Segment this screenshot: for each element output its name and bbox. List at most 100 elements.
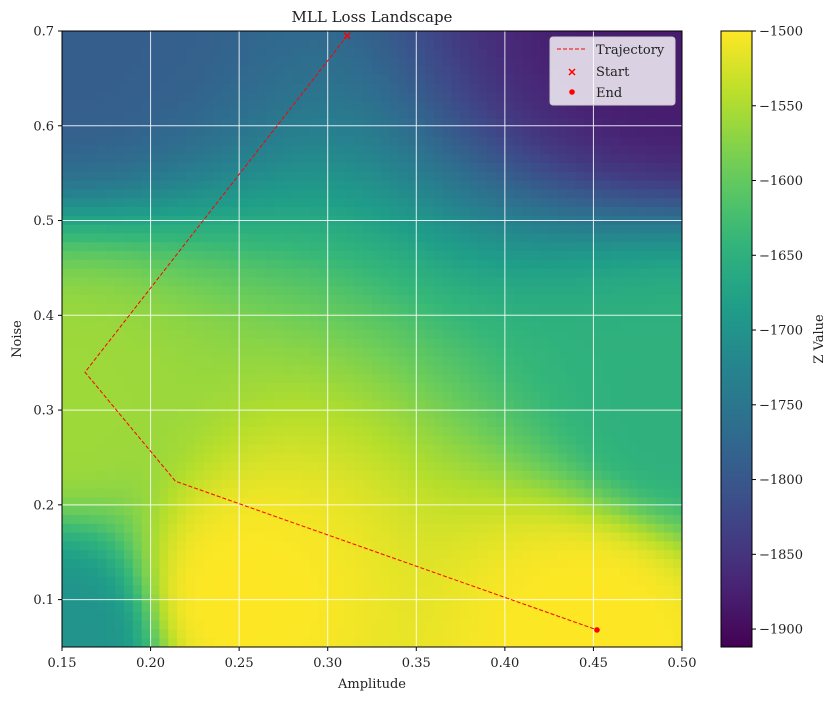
- heatmap-cell: [469, 277, 479, 287]
- heatmap-cell: [327, 594, 338, 604]
- heatmap-cell: [79, 603, 90, 613]
- heatmap-cell: [575, 31, 586, 41]
- heatmap-cell: [106, 365, 116, 375]
- heatmap-cell: [655, 356, 665, 366]
- heatmap-cell: [301, 31, 311, 41]
- heatmap-cell: [150, 31, 161, 41]
- heatmap-cell: [628, 427, 639, 437]
- heatmap-cell: [292, 365, 302, 375]
- heatmap-cell: [212, 339, 223, 349]
- heatmap-cell: [416, 356, 426, 366]
- heatmap-cell: [212, 532, 223, 542]
- heatmap-cell: [363, 339, 373, 349]
- heatmap-cell: [150, 154, 161, 164]
- heatmap-cell: [655, 427, 665, 437]
- heatmap-cell: [248, 400, 258, 410]
- heatmap-cell: [451, 101, 462, 111]
- heatmap-cell: [327, 180, 338, 190]
- heatmap-cell: [318, 418, 329, 428]
- heatmap-cell: [159, 154, 169, 164]
- heatmap-cell: [97, 119, 107, 129]
- heatmap-cell: [398, 295, 409, 305]
- x-tick-label: 0.25: [225, 656, 254, 671]
- heatmap-cell: [283, 119, 293, 129]
- heatmap-cell: [487, 435, 497, 446]
- heatmap-cell: [487, 136, 497, 146]
- heatmap-cell: [380, 435, 391, 446]
- heatmap-cell: [504, 541, 515, 551]
- heatmap-cell: [177, 523, 187, 534]
- heatmap-cell: [531, 92, 541, 102]
- heatmap-cell: [159, 259, 169, 270]
- heatmap-cell: [442, 39, 453, 50]
- heatmap-cell: [611, 497, 621, 507]
- heatmap-cell: [221, 57, 231, 67]
- heatmap-cell: [88, 110, 99, 120]
- heatmap-cell: [70, 541, 81, 551]
- heatmap-cell: [646, 180, 657, 190]
- heatmap-cell: [380, 462, 391, 472]
- heatmap-cell: [531, 585, 541, 595]
- heatmap-cell: [655, 594, 665, 604]
- heatmap-cell: [566, 638, 577, 647]
- heatmap-cell: [637, 523, 648, 534]
- heatmap-cell: [434, 207, 444, 217]
- heatmap-cell: [434, 339, 444, 349]
- heatmap-cell: [168, 435, 178, 446]
- heatmap-cell: [106, 127, 116, 138]
- heatmap-cell: [425, 145, 435, 155]
- heatmap-cell: [106, 629, 116, 639]
- heatmap-cell: [327, 189, 338, 199]
- heatmap-cell: [62, 303, 72, 314]
- heatmap-cell: [531, 400, 541, 410]
- heatmap-cell: [575, 427, 586, 437]
- heatmap-cell: [194, 339, 205, 349]
- heatmap-cell: [655, 585, 665, 595]
- heatmap-cell: [575, 347, 586, 358]
- heatmap-cell: [212, 365, 223, 375]
- heatmap-cell: [540, 365, 550, 375]
- heatmap-cell: [389, 110, 400, 120]
- heatmap-cell: [230, 550, 240, 560]
- heatmap-cell: [274, 259, 285, 270]
- heatmap-cell: [620, 497, 630, 507]
- heatmap-cell: [442, 515, 453, 525]
- heatmap-cell: [168, 365, 178, 375]
- heatmap-cell: [310, 567, 320, 578]
- heatmap-cell: [558, 559, 568, 569]
- x-tick-label: 0.15: [48, 656, 77, 671]
- heatmap-cell: [363, 453, 373, 463]
- heatmap-cell: [141, 497, 152, 507]
- heatmap-cell: [389, 295, 400, 305]
- heatmap-cell: [522, 550, 533, 560]
- heatmap-cell: [230, 603, 240, 613]
- heatmap-cell: [97, 541, 107, 551]
- heatmap-cell: [327, 66, 338, 76]
- heatmap-cell: [336, 479, 347, 490]
- heatmap-cell: [451, 268, 462, 278]
- heatmap-cell: [336, 31, 347, 41]
- heatmap-cell: [620, 541, 630, 551]
- heatmap-cell: [203, 75, 214, 85]
- heatmap-cell: [186, 638, 196, 647]
- heatmap-cell: [540, 303, 550, 314]
- heatmap-cell: [106, 374, 116, 384]
- heatmap-cell: [611, 594, 621, 604]
- heatmap-cell: [292, 189, 302, 199]
- heatmap-cell: [389, 339, 400, 349]
- heatmap-cell: [106, 180, 116, 190]
- heatmap-cell: [372, 295, 382, 305]
- heatmap-cell: [416, 462, 426, 472]
- heatmap-cell: [62, 418, 72, 428]
- heatmap-cell: [407, 444, 417, 454]
- heatmap-cell: [664, 567, 674, 578]
- heatmap-cell: [549, 251, 559, 261]
- heatmap-cell: [159, 163, 169, 173]
- heatmap-cell: [451, 347, 462, 358]
- heatmap-cell: [611, 295, 621, 305]
- heatmap-cell: [504, 286, 515, 296]
- heatmap-cell: [186, 611, 196, 622]
- heatmap-cell: [575, 541, 586, 551]
- heatmap-cell: [451, 409, 462, 419]
- heatmap-cell: [248, 497, 258, 507]
